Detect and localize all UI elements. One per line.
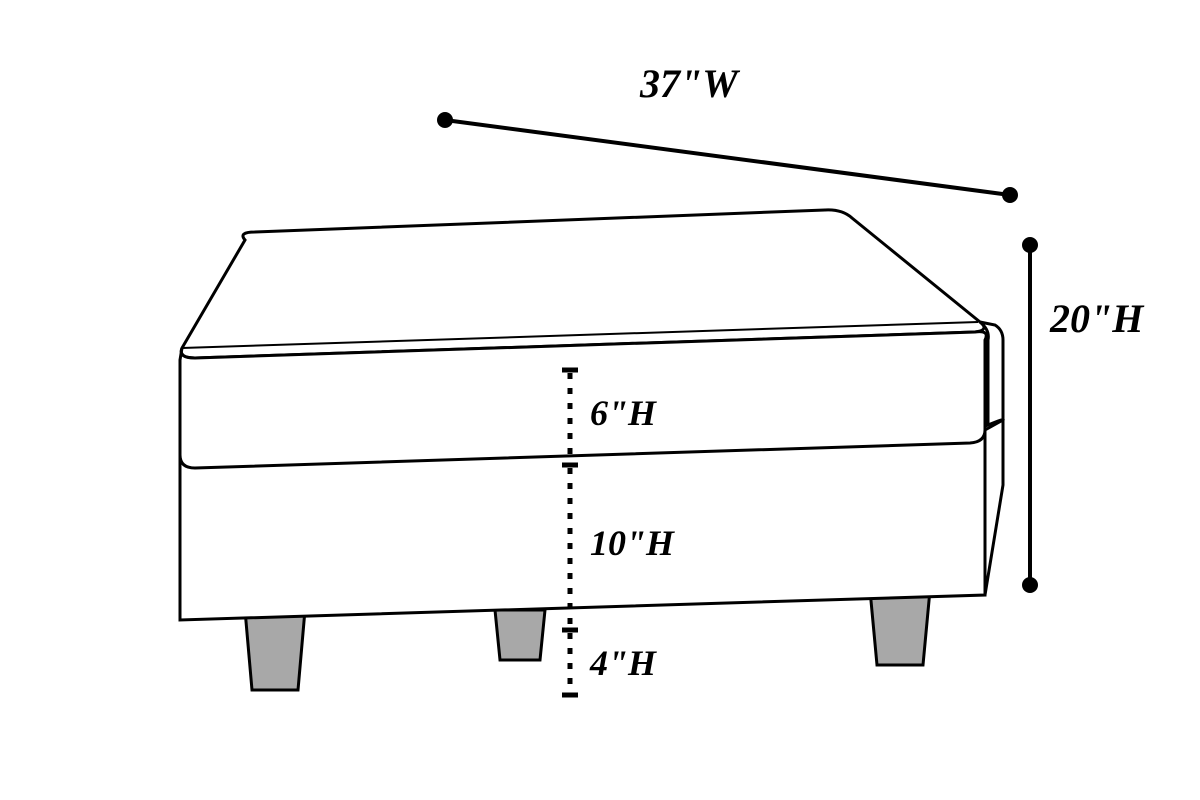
width-label: 37"W [640,60,738,107]
cushion-height-label: 6"H [590,392,656,434]
total-height-dimension [1022,237,1038,593]
body-height-label: 10"H [590,522,674,564]
total-height-label: 20"H [1050,295,1143,342]
width-dimension [437,112,1018,203]
leg-height-label: 4"H [590,642,656,684]
